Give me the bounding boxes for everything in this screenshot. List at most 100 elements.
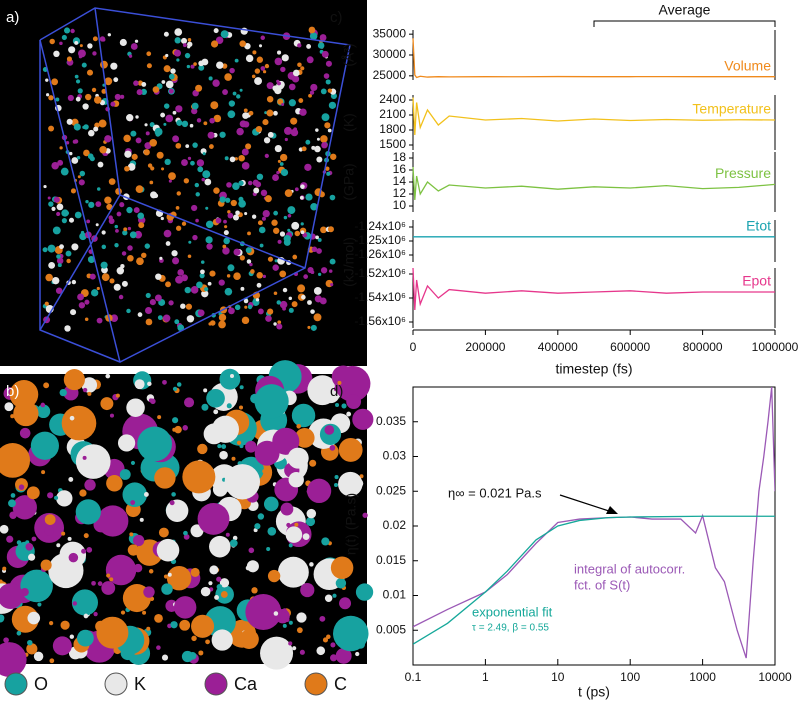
sphere — [26, 486, 40, 500]
sphere — [181, 274, 188, 282]
sphere — [239, 629, 259, 650]
y-tick-label: 25000 — [373, 68, 407, 82]
sphere — [109, 278, 115, 284]
sphere — [51, 161, 59, 170]
sphere — [172, 417, 179, 424]
sphere — [256, 282, 262, 288]
sphere — [0, 583, 24, 609]
sphere — [191, 102, 199, 110]
series-label: Temperature — [692, 101, 771, 117]
sphere — [156, 645, 161, 650]
sphere — [229, 67, 235, 74]
sphere — [291, 403, 316, 428]
sphere — [280, 502, 294, 516]
sphere — [285, 526, 303, 543]
sphere — [276, 323, 283, 330]
sphere — [75, 499, 101, 525]
sphere — [227, 210, 231, 214]
sphere — [216, 61, 224, 69]
sphere — [98, 119, 107, 128]
sphere — [272, 174, 279, 181]
sphere — [126, 206, 133, 214]
sphere — [142, 610, 147, 615]
sphere — [87, 256, 95, 264]
sphere — [159, 256, 163, 260]
sphere — [48, 95, 54, 101]
sphere — [209, 270, 216, 277]
sphere — [168, 300, 174, 306]
sphere — [187, 254, 192, 259]
sphere — [86, 547, 93, 553]
sphere — [209, 117, 215, 124]
sphere — [165, 80, 174, 89]
sphere — [229, 539, 238, 548]
sphere — [244, 212, 248, 216]
y-tick-label: 10 — [393, 198, 407, 212]
legend-swatch — [104, 672, 128, 696]
sphere — [92, 51, 97, 56]
sphere — [108, 178, 116, 185]
sphere — [147, 163, 153, 168]
sphere — [198, 64, 205, 71]
sphere — [223, 230, 229, 236]
sphere — [164, 158, 171, 166]
sphere — [245, 593, 282, 630]
sphere — [77, 293, 84, 301]
sphere — [101, 230, 106, 235]
sphere — [154, 294, 162, 302]
sphere — [118, 294, 124, 300]
sphere — [226, 274, 231, 278]
sphere — [53, 196, 60, 203]
y-tick-label: -1.24x10⁶ — [354, 219, 406, 233]
sphere — [230, 374, 235, 379]
sphere — [165, 499, 189, 522]
sphere — [245, 440, 257, 453]
sphere — [310, 83, 318, 92]
sphere — [60, 167, 69, 176]
sphere — [260, 189, 268, 197]
sphere — [330, 283, 334, 287]
sphere — [177, 269, 185, 276]
sphere — [61, 34, 67, 41]
sphere — [161, 167, 165, 171]
sphere — [221, 444, 227, 450]
sphere — [218, 313, 227, 322]
sphere — [91, 580, 96, 586]
sphere — [95, 223, 99, 227]
sphere — [362, 512, 368, 518]
sphere — [314, 295, 322, 303]
sphere — [154, 614, 163, 623]
sphere — [187, 38, 192, 42]
sphere — [248, 110, 254, 116]
y-tick-label: 2400 — [379, 92, 406, 106]
sphere — [105, 373, 111, 379]
sphere — [273, 322, 277, 326]
sphere — [287, 228, 291, 232]
sphere — [77, 213, 81, 217]
sphere — [172, 257, 180, 265]
sphere — [160, 112, 166, 118]
sphere — [180, 303, 186, 309]
annotation: exponential fit — [472, 604, 553, 619]
sphere — [184, 286, 191, 294]
sphere — [95, 201, 102, 208]
sphere — [33, 651, 44, 662]
sphere — [329, 445, 336, 451]
sphere — [326, 281, 331, 286]
sphere — [325, 166, 330, 171]
sphere — [288, 543, 293, 548]
sphere — [13, 400, 39, 427]
sphere — [163, 31, 169, 37]
sphere — [149, 299, 156, 306]
sphere — [99, 146, 107, 154]
sphere — [130, 460, 136, 465]
y-tick-label: -1.52x10⁶ — [354, 266, 406, 280]
x-tick-label: 200000 — [465, 340, 505, 354]
sphere — [307, 300, 312, 305]
annotation: η∞ = 0.021 Pa.s — [448, 485, 542, 500]
sphere — [87, 43, 93, 49]
sphere — [158, 527, 169, 538]
sphere — [329, 258, 336, 265]
sphere — [225, 532, 230, 537]
sphere — [299, 649, 305, 655]
